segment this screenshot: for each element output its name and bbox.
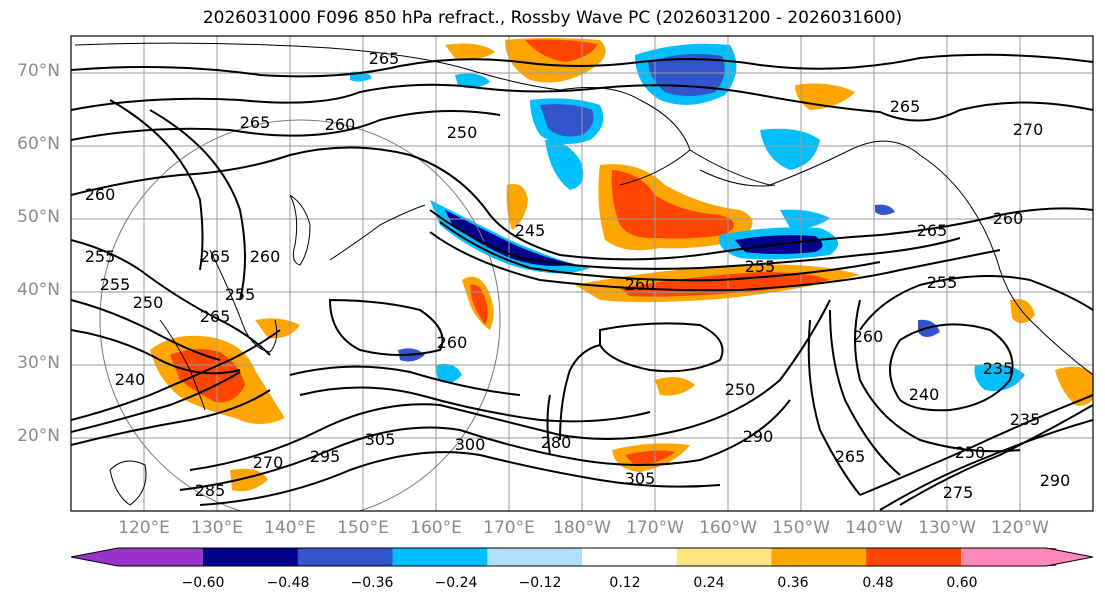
lon-label-130e: 130°E (191, 518, 243, 538)
colorbar-tick: 0.60 (946, 575, 978, 591)
contour-label: 255 (225, 285, 256, 304)
lat-label-60n: 60°N (17, 134, 60, 154)
contour-label: 280 (541, 433, 572, 452)
colorbar-tick: 0.12 (609, 575, 641, 591)
contour-label: 300 (455, 435, 486, 454)
lon-label-180w: 180°W (553, 518, 611, 538)
lat-label-20n: 20°N (17, 426, 60, 446)
lon-label-120e: 120°E (118, 518, 170, 538)
contour-label: 260 (993, 209, 1024, 228)
contour-label: 295 (310, 447, 341, 466)
contour-label: 260 (437, 333, 468, 352)
lon-label-160w: 160°W (699, 518, 757, 538)
contour-label: 240 (909, 385, 940, 404)
contour-label: 290 (743, 427, 774, 446)
contour-label: 265 (890, 97, 921, 116)
colorbar-tick: −0.36 (350, 575, 394, 591)
colorbar-tick: −0.12 (518, 575, 562, 591)
map-frame (70, 35, 1094, 512)
colorbar-tick: −0.60 (181, 575, 225, 591)
lon-label-130w: 130°W (918, 518, 976, 538)
colorbar-tick: 0.36 (777, 575, 809, 591)
lat-label-50n: 50°N (17, 207, 60, 227)
contour-label: 270 (1013, 120, 1044, 139)
lon-label-140e: 140°E (264, 518, 316, 538)
contour-label: 275 (943, 483, 974, 502)
contour-label: 255 (100, 275, 131, 294)
contour-label: 260 (325, 115, 356, 134)
colorbar-tick: −0.48 (266, 575, 310, 591)
contour-label: 250 (133, 293, 164, 312)
contour-label: 255 (927, 273, 958, 292)
contour-label: 270 (253, 453, 284, 472)
colorbar-tick: −0.24 (434, 575, 478, 591)
contour-label: 235 (1010, 410, 1041, 429)
contour-label: 260 (853, 327, 884, 346)
lon-label-150e: 150°E (337, 518, 389, 538)
colorbar-tick: 0.48 (862, 575, 894, 591)
contour-label: 245 (515, 221, 546, 240)
lon-label-120w: 120°W (991, 518, 1049, 538)
contour-label: 260 (85, 185, 116, 204)
contour-label: 265 (240, 113, 271, 132)
contour-label: 260 (250, 247, 281, 266)
contour-label: 265 (917, 221, 948, 240)
map-title: 2026031000 F096 850 hPa refract., Rossby… (202, 8, 903, 28)
contour-label: 265 (369, 49, 400, 68)
lon-label-150w: 150°W (772, 518, 830, 538)
contour-label: 290 (1040, 471, 1071, 490)
contour-label: 250 (725, 380, 756, 399)
contour-label: 250 (447, 123, 478, 142)
contour-label: 250 (955, 443, 986, 462)
contour-label: 255 (745, 257, 776, 276)
graticule (71, 36, 1093, 511)
contour-label: 240 (115, 370, 146, 389)
lon-label-140w: 140°W (845, 518, 903, 538)
contour-label: 305 (365, 430, 396, 449)
coastlines (74, 42, 1093, 506)
contour-label: 285 (195, 481, 226, 500)
lat-label-30n: 30°N (17, 353, 60, 373)
contour-labels: 265 260 265 250 265 265 260 255 255 260 … (85, 49, 1071, 502)
lat-label-40n: 40°N (17, 280, 60, 300)
contour-label: 265 (200, 307, 231, 326)
contour-label: 255 (85, 247, 116, 266)
contour-label: 235 (983, 359, 1014, 378)
anomaly-shading (150, 38, 1093, 492)
lon-label-170w: 170°W (626, 518, 684, 538)
lon-label-170e: 170°E (483, 518, 535, 538)
contour-label: 305 (625, 469, 656, 488)
lon-label-160e: 160°E (410, 518, 462, 538)
contour-label: 265 (835, 447, 866, 466)
refractivity-contours (71, 53, 1093, 511)
lat-label-70n: 70°N (17, 61, 60, 81)
contour-label: 265 (200, 247, 231, 266)
contour-label: 260 (625, 275, 656, 294)
colorbar-tick: 0.24 (693, 575, 725, 591)
